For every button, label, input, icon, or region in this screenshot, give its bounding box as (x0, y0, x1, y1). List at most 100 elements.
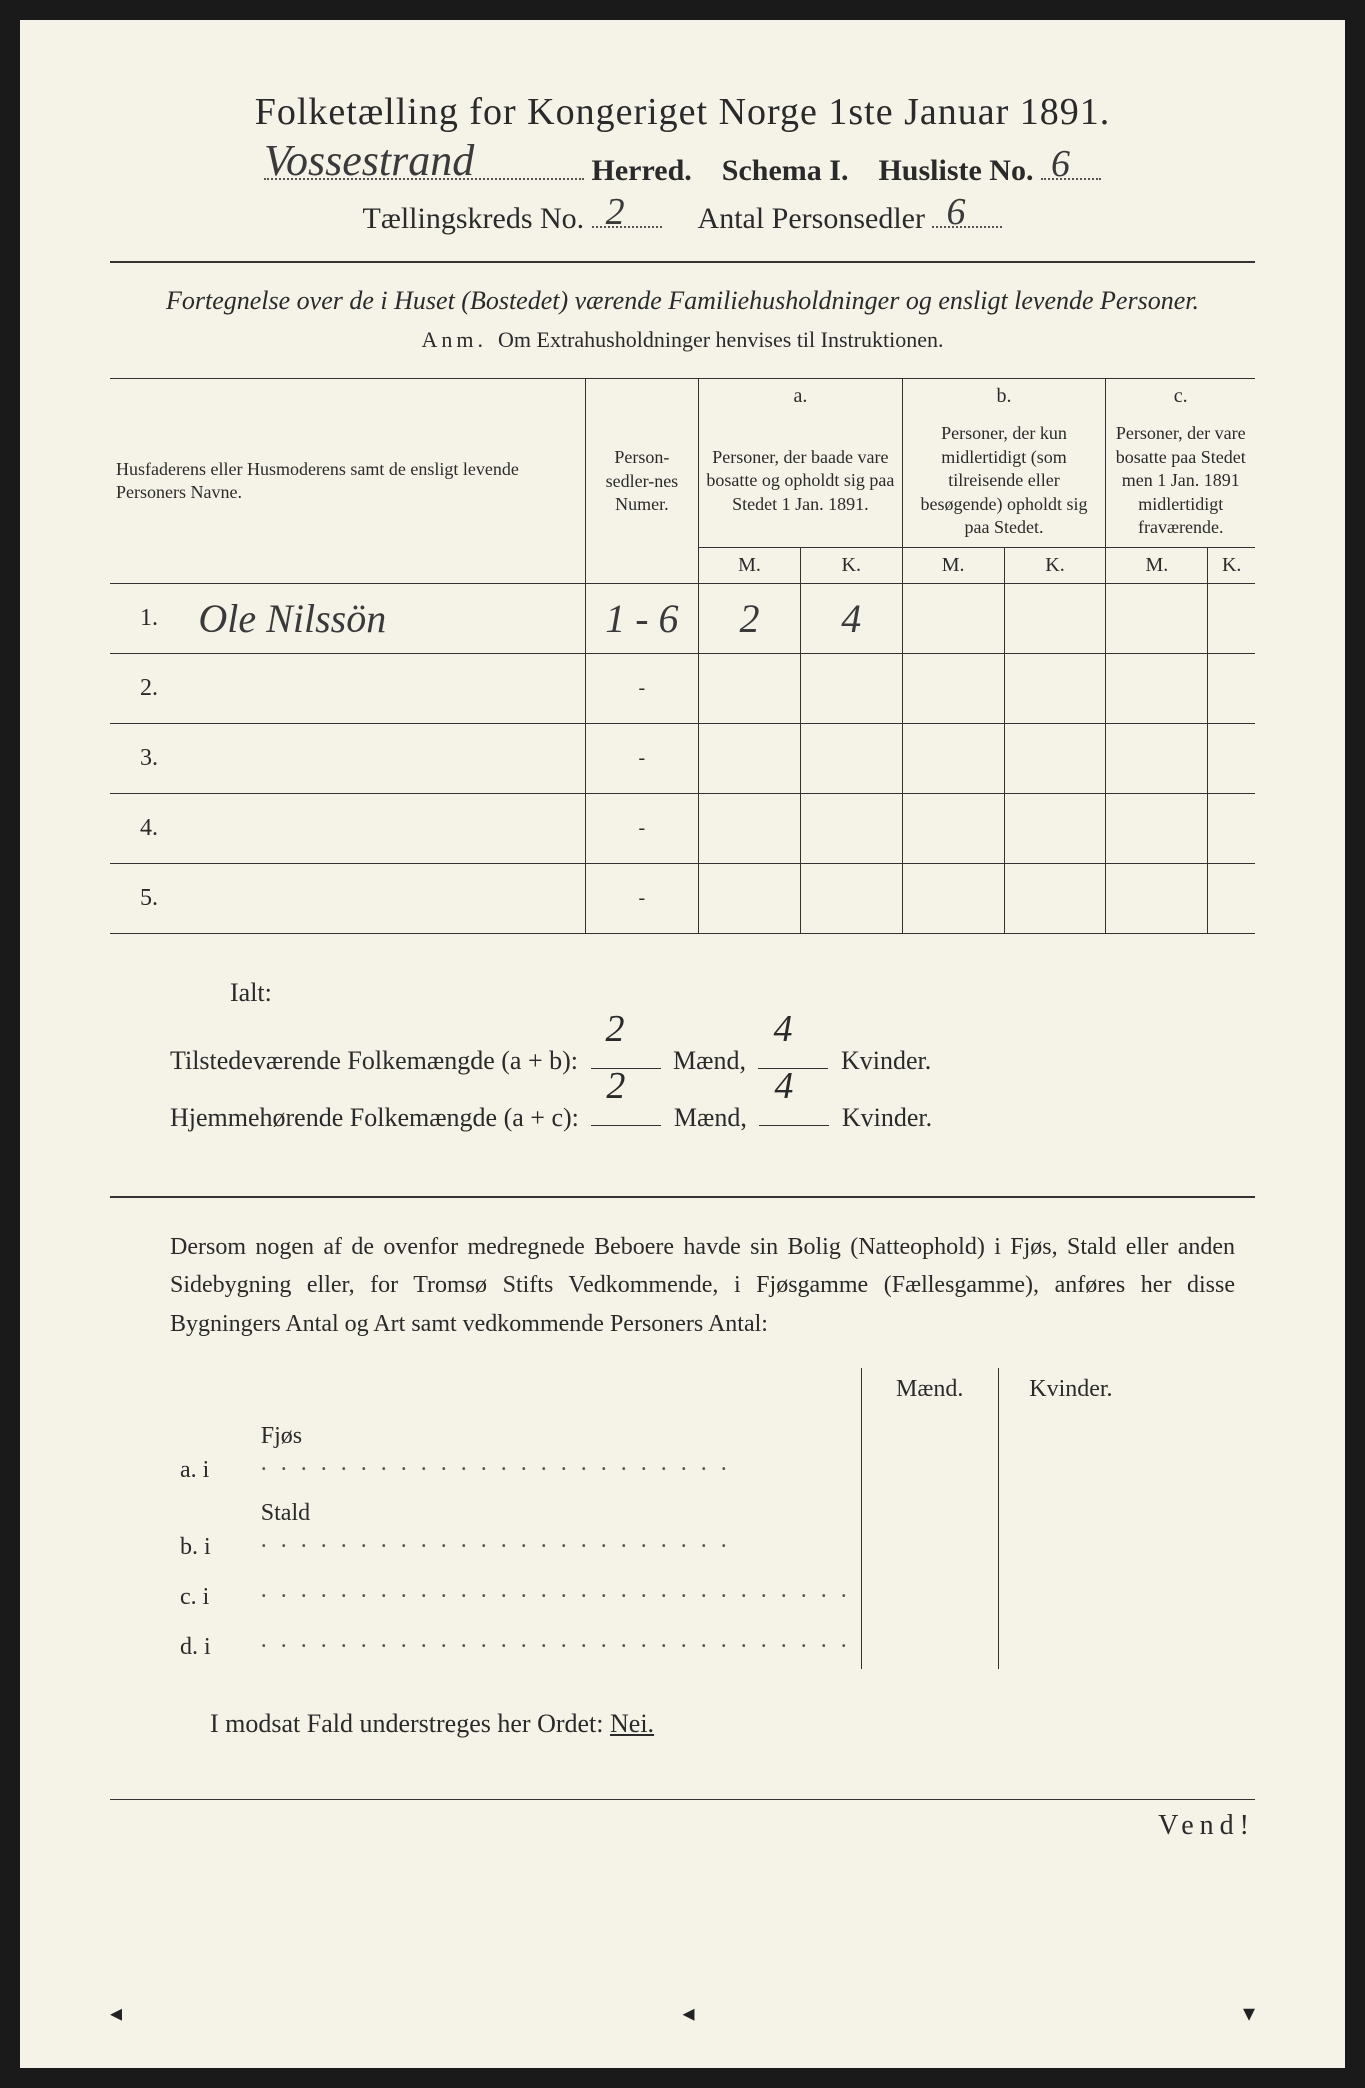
totals-line-1: Tilstedeværende Folkemængde (a + b): 2 M… (170, 1032, 1255, 1089)
bldg-type: Fjøs . . . . . . . . . . . . . . . . . .… (251, 1415, 862, 1492)
table-header-row-1: Husfaderens eller Husmoderens samt de en… (110, 379, 1255, 415)
row-num-range: - (585, 724, 699, 794)
kvinder-label: Kvinder. (842, 1103, 932, 1132)
bldg-type: Stald . . . . . . . . . . . . . . . . . … (251, 1492, 862, 1569)
l2-m: 2 (606, 1045, 625, 1129)
kvinder-label: Kvinder. (841, 1046, 931, 1075)
l1-k-field: 4 (758, 1068, 828, 1069)
row-num: 2. (110, 654, 178, 724)
c-m: M. (1106, 548, 1208, 584)
kreds-line: Tællingskreds No. 2 Antal Personsedler 6 (110, 200, 1255, 236)
bldg-type: . . . . . . . . . . . . . . . . . . . . … (251, 1619, 862, 1669)
col-name-header: Husfaderens eller Husmoderens samt de en… (110, 379, 585, 584)
row-num-range: - (585, 864, 699, 934)
herred-field: Vossestrand (264, 152, 584, 180)
bldg-row: a. i Fjøs . . . . . . . . . . . . . . . … (170, 1415, 1143, 1492)
totals-block: Ialt: Tilstedeværende Folkemængde (a + b… (170, 964, 1255, 1146)
schema-label: Schema I. (722, 154, 849, 187)
l2-m-field: 2 (591, 1125, 661, 1126)
bottom-rule: Vend! (110, 1799, 1255, 1800)
a-m: M. (699, 548, 801, 584)
b-k: K. (1004, 548, 1106, 584)
pin-icon: ▾ (1243, 1999, 1255, 2028)
household-table: Husfaderens eller Husmoderens samt de en… (110, 378, 1255, 934)
nei-pre: I modsat Fald understreges her Ordet: (210, 1709, 604, 1738)
line2-label: Hjemmehørende Folkemængde (a + c): (170, 1103, 579, 1132)
vend-label: Vend! (1158, 1810, 1255, 1842)
row-name: Ole Nilssön (178, 584, 585, 654)
col-a-label: a. (699, 379, 902, 415)
b-m: M. (902, 548, 1004, 584)
bldg-maend: Mænd. (861, 1368, 998, 1415)
anm-line: Anm. Om Extrahusholdninger henvises til … (110, 327, 1255, 353)
herred-line: Vossestrand Herred. Schema I. Husliste N… (110, 152, 1255, 188)
row-a-k: 4 (800, 584, 902, 654)
line1-label: Tilstedeværende Folkemængde (a + b): (170, 1046, 578, 1075)
row-b-m (902, 584, 1004, 654)
l2-k: 4 (774, 1045, 793, 1129)
husliste-field: 6 (1041, 152, 1101, 180)
kreds-label: Tællingskreds No. (363, 202, 585, 235)
row-name (178, 724, 585, 794)
col-c-label: c. (1106, 379, 1255, 415)
divider-2 (110, 1196, 1255, 1198)
antal-field: 6 (932, 200, 1002, 228)
herred-label: Herred. (592, 154, 692, 187)
bldg-row: d. i . . . . . . . . . . . . . . . . . .… (170, 1619, 1143, 1669)
row-name (178, 864, 585, 934)
anm-text: Om Extrahusholdninger henvises til Instr… (498, 327, 943, 352)
bldg-row: b. i Stald . . . . . . . . . . . . . . .… (170, 1492, 1143, 1569)
antal-label: Antal Personsedler (698, 202, 925, 235)
nei-word: Nei. (610, 1709, 654, 1738)
row-a-m: 2 (699, 584, 801, 654)
maend-label: Mænd, (674, 1103, 747, 1132)
bldg-lbl: d. i (170, 1619, 251, 1669)
row-name (178, 654, 585, 724)
col-num-header: Person-sedler-nes Numer. (585, 379, 699, 584)
row-name (178, 794, 585, 864)
bldg-row: c. i . . . . . . . . . . . . . . . . . .… (170, 1569, 1143, 1619)
row-num: 5. (110, 864, 178, 934)
l2-k-field: 4 (759, 1125, 829, 1126)
table-row: 4. - (110, 794, 1255, 864)
row-num: 4. (110, 794, 178, 864)
table-row: 1. Ole Nilssön 1 - 6 2 4 (110, 584, 1255, 654)
row-num-range: - (585, 654, 699, 724)
l1-m-field: 2 (591, 1068, 661, 1069)
row-num-range: 1 - 6 (585, 584, 699, 654)
row-num: 3. (110, 724, 178, 794)
divider-1 (110, 261, 1255, 263)
col-a-text: Personer, der baade vare bosatte og opho… (699, 414, 902, 547)
anm-prefix: Anm. (422, 327, 488, 352)
building-table: Mænd. Kvinder. a. i Fjøs . . . . . . . .… (170, 1368, 1143, 1669)
col-c-text: Personer, der vare bosatte paa Stedet me… (1106, 414, 1255, 547)
subtitle: Fortegnelse over de i Huset (Bostedet) v… (110, 283, 1255, 319)
col-b-label: b. (902, 379, 1106, 415)
nei-line: I modsat Fald understreges her Ordet: Ne… (210, 1709, 1255, 1739)
kreds-no: 2 (606, 190, 625, 234)
row-num: 1. (110, 584, 178, 654)
bldg-kvinder: Kvinder. (998, 1368, 1143, 1415)
table-row: 3. - (110, 724, 1255, 794)
row-c-k (1208, 584, 1255, 654)
building-paragraph: Dersom nogen af de ovenfor medregnede Be… (170, 1228, 1235, 1343)
table-row: 2. - (110, 654, 1255, 724)
bldg-type: . . . . . . . . . . . . . . . . . . . . … (251, 1569, 862, 1619)
row-c-m (1106, 584, 1208, 654)
maend-label: Mænd, (673, 1046, 746, 1075)
kreds-field: 2 (592, 200, 662, 228)
bldg-lbl: c. i (170, 1569, 251, 1619)
husliste-label: Husliste No. (878, 154, 1033, 187)
husliste-no: 6 (1051, 142, 1070, 186)
a-k: K. (800, 548, 902, 584)
census-form-page: Folketælling for Kongeriget Norge 1ste J… (20, 20, 1345, 2068)
pin-icon: ◂ (683, 1999, 695, 2028)
ialt-label: Ialt: (230, 964, 1255, 1021)
row-b-k (1004, 584, 1106, 654)
bldg-lbl: a. i (170, 1415, 251, 1492)
pin-icon: ◂ (110, 1999, 122, 2028)
table-row: 5. - (110, 864, 1255, 934)
bldg-lbl: b. i (170, 1492, 251, 1569)
totals-line-2: Hjemmehørende Folkemængde (a + c): 2 Mæn… (170, 1089, 1255, 1146)
antal-no: 6 (946, 190, 965, 234)
